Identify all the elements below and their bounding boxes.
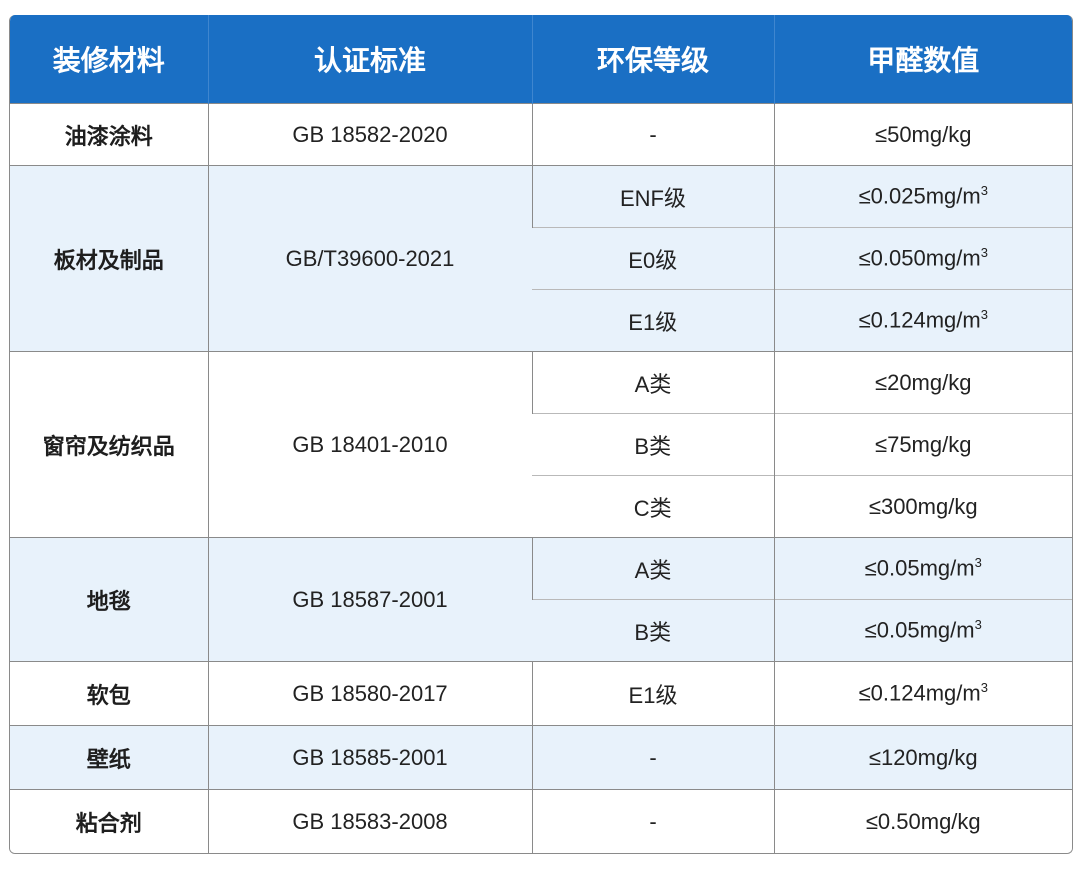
unit-exponent: 3 [980, 183, 988, 199]
table-row: E0级 ≤0.050mg/m3 [10, 227, 1072, 290]
table-row: 窗帘及纺织品 GB 18401-2010 A类 ≤20mg/kg [10, 351, 1072, 538]
formaldehyde-value-cell: ≤0.124mg/m3 [773, 661, 1072, 726]
table-row: 壁纸 GB 18585-2001- ≤120mg/kg [10, 725, 1072, 790]
formaldehyde-value-cell: ≤0.124mg/m3 [773, 289, 1072, 352]
header-grade: 环保等级 [531, 15, 774, 104]
material-cell: 壁纸 [10, 725, 208, 790]
grade-cell: E1级 [532, 289, 774, 352]
formaldehyde-value-cell: ≤75mg/kg [773, 413, 1072, 476]
standard-cell: GB 18401-2010 [207, 351, 532, 538]
value-text: ≤0.050mg/m [858, 245, 981, 271]
material-cell: 粘合剂 [10, 789, 208, 853]
value-text: ≤0.05mg/m [864, 555, 975, 581]
grade-cell: - [531, 789, 774, 853]
standard-cell: GB 18580-2017 [207, 661, 532, 726]
value-text: ≤0.05mg/m [864, 617, 975, 643]
formaldehyde-value-cell: ≤50mg/kg [773, 103, 1072, 166]
standard-cell: GB 18587-2001 [207, 537, 532, 662]
table-row: B类 ≤75mg/kg [10, 413, 1072, 476]
material-cell: 油漆涂料 [10, 103, 208, 166]
formaldehyde-standards-table: 装修材料 认证标准 环保等级 甲醛数值 油漆涂料 GB 18582-2020- ≤5… [9, 15, 1073, 854]
table-header-row: 装修材料 认证标准 环保等级 甲醛数值 [10, 15, 1072, 104]
material-cell: 软包 [10, 661, 208, 726]
material-cell: 地毯 [10, 537, 208, 662]
table-row: 油漆涂料 GB 18582-2020- ≤50mg/kg [10, 103, 1072, 166]
formaldehyde-value-cell: ≤0.025mg/m3 [773, 165, 1072, 228]
standard-cell: GB 18583-2008 [207, 789, 532, 853]
grade-cell: B类 [532, 599, 774, 662]
grade-cell: E0级 [532, 227, 774, 290]
grade-cell: - [531, 725, 774, 790]
table-row: 板材及制品 GB/T39600-2021 ENF级 ≤0.025mg/m3 [10, 165, 1072, 352]
value-text: ≤50mg/kg [875, 121, 972, 147]
grade-cell: E1级 [531, 661, 774, 726]
unit-exponent: 3 [980, 307, 988, 323]
grade-cell: A类 [531, 537, 774, 600]
table-row: C类 ≤300mg/kg [10, 475, 1072, 538]
formaldehyde-value-cell: ≤20mg/kg [773, 351, 1072, 414]
unit-exponent: 3 [980, 680, 988, 696]
table-row: B类 ≤0.05mg/m3 [10, 599, 1072, 662]
formaldehyde-value-cell: ≤0.050mg/m3 [773, 227, 1072, 290]
formaldehyde-value-cell: ≤0.50mg/kg [773, 789, 1072, 853]
standards-table: 装修材料 认证标准 环保等级 甲醛数值 油漆涂料 GB 18582-2020- ≤5… [10, 15, 1072, 853]
standard-cell: GB 18582-2020 [207, 103, 532, 166]
header-material: 装修材料 [10, 15, 208, 104]
value-text: ≤75mg/kg [875, 431, 972, 457]
formaldehyde-value-cell: ≤0.05mg/m3 [773, 599, 1072, 662]
header-standard: 认证标准 [207, 15, 532, 104]
standard-cell: GB/T39600-2021 [207, 165, 532, 352]
table-row: 软包 GB 18580-2017 E1级 ≤0.124mg/m3 [10, 661, 1072, 726]
grade-cell: A类 [531, 351, 774, 414]
grade-cell: B类 [532, 413, 774, 476]
table-body: 油漆涂料 GB 18582-2020- ≤50mg/kg 板材及制品 GB/T39600… [10, 103, 1072, 853]
grade-cell: - [531, 103, 774, 166]
value-text: ≤20mg/kg [875, 369, 972, 395]
table-row: 粘合剂 GB 18583-2008- ≤0.50mg/kg [10, 789, 1072, 853]
unit-exponent: 3 [974, 617, 982, 633]
formaldehyde-value-cell: ≤120mg/kg [773, 725, 1072, 790]
grade-cell: ENF级 [531, 165, 774, 228]
table-row: 地毯 GB 18587-2001 A类 ≤0.05mg/m3 [10, 537, 1072, 662]
value-text: ≤120mg/kg [868, 744, 978, 770]
value-text: ≤0.025mg/m [858, 183, 981, 209]
standard-cell: GB 18585-2001 [207, 725, 532, 790]
unit-exponent: 3 [980, 245, 988, 261]
material-cell: 窗帘及纺织品 [10, 351, 208, 538]
material-cell: 板材及制品 [10, 165, 208, 352]
formaldehyde-value-cell: ≤0.05mg/m3 [773, 537, 1072, 600]
value-text: ≤0.50mg/kg [865, 808, 981, 834]
formaldehyde-value-cell: ≤300mg/kg [773, 475, 1072, 538]
header-formaldehyde-value: 甲醛数值 [773, 15, 1072, 104]
table-row: E1级 ≤0.124mg/m3 [10, 289, 1072, 352]
value-text: ≤0.124mg/m [858, 307, 981, 333]
grade-cell: C类 [532, 475, 774, 538]
value-text: ≤300mg/kg [868, 493, 978, 519]
value-text: ≤0.124mg/m [858, 680, 981, 706]
unit-exponent: 3 [974, 555, 982, 571]
